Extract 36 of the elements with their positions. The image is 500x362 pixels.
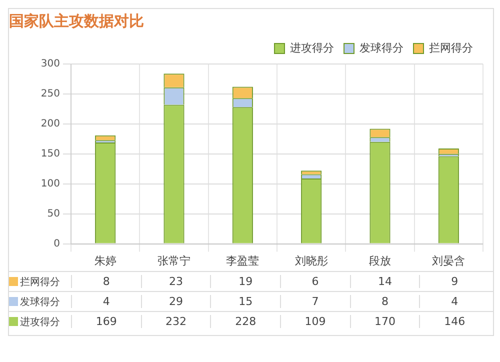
y-tick-label: 150 (40, 148, 60, 160)
data-label: 29 (140, 295, 210, 308)
data-label: 146 (419, 315, 489, 328)
data-label: 109 (280, 315, 350, 328)
chart-title: 国家队主攻数据对比 (9, 12, 144, 30)
data-label: 169 (71, 315, 141, 328)
data-label: 19 (210, 275, 280, 288)
x-tick-label: 刘晏含 (432, 254, 466, 268)
x-tick-label: 张常宁 (158, 254, 190, 268)
legend-label: 发球得分 (360, 41, 404, 54)
value-table: 拦网得分 8 23 19 6 14 9 发球得分 4 29 15 7 8 4 进攻得分 169 232 228 109 170 146 (9, 271, 493, 335)
x-tick-label: 段放 (369, 254, 391, 268)
x-tick-label: 朱婷 (94, 254, 116, 268)
x-tick-label: 刘晓彤 (294, 254, 328, 268)
data-label: 4 (419, 295, 489, 308)
data-label: 15 (210, 295, 280, 308)
legend-label: 拦网得分 (429, 41, 473, 54)
y-tick-label: 200 (40, 118, 60, 130)
data-label: 228 (210, 315, 280, 328)
y-tick-label: 100 (40, 178, 60, 190)
data-label: 232 (140, 315, 210, 328)
y-tick-label: 300 (40, 58, 60, 70)
data-label: 170 (350, 315, 420, 328)
y-tick-label: 250 (40, 88, 60, 100)
y-tick-label: 0 (54, 238, 60, 250)
data-label: 14 (350, 275, 420, 288)
data-label: 4 (71, 295, 141, 308)
data-label: 7 (280, 295, 350, 308)
y-tick-label: 50 (47, 208, 60, 220)
x-tick-label: 李盈莹 (226, 254, 260, 268)
data-label: 6 (280, 275, 350, 288)
data-label: 23 (140, 275, 210, 288)
data-label: 8 (71, 275, 141, 288)
legend-label: 进攻得分 (290, 41, 334, 54)
data-label: 8 (350, 295, 420, 308)
data-label: 9 (419, 275, 489, 288)
